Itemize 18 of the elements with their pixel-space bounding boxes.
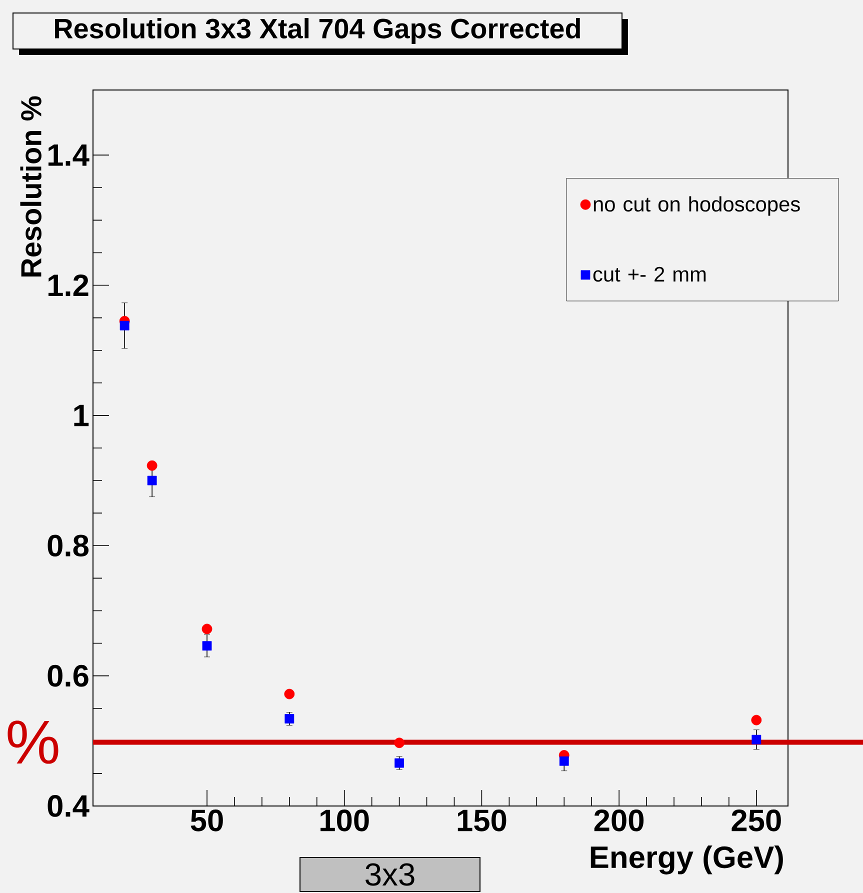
ref-line-label: % bbox=[8, 720, 58, 764]
chart-title: Resolution 3x3 Xtal 704 Gaps Corrected bbox=[55, 18, 580, 44]
y-tick-label: 0.8 bbox=[48, 534, 89, 557]
legend-label: no cut on hodoscopes bbox=[594, 196, 800, 216]
y-tick-label: 1 bbox=[74, 404, 89, 426]
x-tick-label: 200 bbox=[594, 810, 644, 832]
x-axis-title: Energy (GeV) bbox=[590, 846, 783, 874]
y-tick-label: 0.4 bbox=[48, 795, 90, 817]
x-tick-label: 100 bbox=[320, 810, 369, 832]
legend-label: cut +- 2 mm bbox=[593, 266, 706, 282]
y-tick-label: 1.2 bbox=[48, 274, 88, 296]
x-tick-label: 250 bbox=[732, 810, 781, 832]
x-tick-label: 150 bbox=[458, 810, 506, 832]
y-tick-label: 0.6 bbox=[48, 664, 88, 687]
y-axis-title: Resolution % bbox=[20, 96, 42, 277]
text: 3x3 bbox=[366, 863, 414, 886]
y-tick-label: 1.4 bbox=[48, 144, 90, 166]
x-tick-label: 50 bbox=[190, 810, 223, 832]
